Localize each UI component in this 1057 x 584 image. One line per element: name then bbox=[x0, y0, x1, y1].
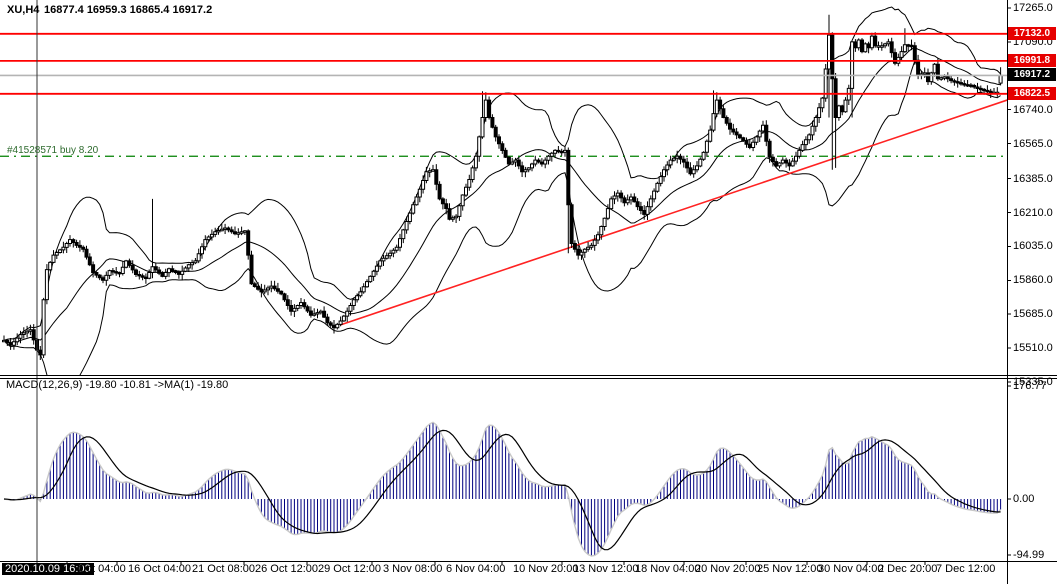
level-price-badge: 16991.8 bbox=[1008, 53, 1056, 67]
time-label: 7 Dec 12:00 bbox=[936, 563, 996, 575]
time-label: 29 Oct 12:00 bbox=[318, 563, 381, 575]
trend-line bbox=[340, 99, 1007, 326]
macd-line bbox=[3, 421, 1002, 557]
price-tick-label: 16210.0 bbox=[1013, 206, 1053, 219]
main-pane bbox=[0, 6, 1007, 375]
price-tick-label: 15335.0 bbox=[1013, 376, 1053, 388]
time-label: 3 Nov 08:00 bbox=[383, 563, 443, 575]
time-label: 20 Nov 20:00 bbox=[695, 563, 761, 575]
time-label: 6 Nov 04:00 bbox=[446, 563, 506, 575]
time-label: 25 Nov 12:00 bbox=[757, 563, 823, 575]
quote-ohlc-values: 16877.4 16959.3 16865.4 16917.2 bbox=[44, 4, 213, 16]
macd-tick-label: -94.99 bbox=[1013, 549, 1045, 561]
time-label: 16 Oct 04:00 bbox=[128, 563, 191, 575]
macd-indicator-label: MACD(12,26,9) -19.80 -10.81 ->MA(1) -19.… bbox=[6, 379, 229, 391]
macd-signal-line bbox=[3, 429, 1001, 551]
bollinger-lower-band bbox=[3, 59, 1001, 375]
time-label: Oct 04:00 bbox=[78, 563, 126, 575]
macd-pane bbox=[3, 421, 1002, 557]
price-tick-label: 16740.0 bbox=[1013, 103, 1053, 116]
price-tick-label: 16035.0 bbox=[1013, 240, 1053, 253]
bid-price-badge: 16917.2 bbox=[1008, 68, 1056, 82]
time-label: 2 Dec 20:00 bbox=[878, 563, 938, 575]
level-price-badge: 17132.0 bbox=[1008, 26, 1056, 40]
macd-histogram-bars bbox=[6, 422, 1002, 556]
macd-tick-label: 0.00 bbox=[1013, 493, 1035, 505]
time-label: 10 Nov 20:00 bbox=[513, 563, 579, 575]
price-tick-label: 15860.0 bbox=[1013, 274, 1053, 287]
order-line-label: #41528571 buy 8.20 bbox=[7, 145, 99, 156]
price-tick-label: 16385.0 bbox=[1013, 172, 1053, 185]
time-label-current: 2020.10.09 16:00 bbox=[2, 563, 94, 575]
macd-tick-label: 176.77 bbox=[1013, 380, 1047, 392]
price-tick-label: 17265.0 bbox=[1013, 2, 1053, 14]
price-tick-label: 16565.0 bbox=[1013, 137, 1053, 150]
time-label: 21 Oct 08:00 bbox=[192, 563, 255, 575]
time-label: 26 Oct 12:00 bbox=[255, 563, 318, 575]
time-label: 30 Nov 04:00 bbox=[818, 563, 884, 575]
level-price-badge: 16822.5 bbox=[1008, 86, 1056, 100]
price-tick-label: 15685.0 bbox=[1013, 308, 1053, 321]
price-tick-label: 15510.0 bbox=[1013, 342, 1053, 355]
symbol-timeframe-label: XU,H4 bbox=[7, 4, 40, 16]
time-label: 13 Nov 12:00 bbox=[573, 563, 639, 575]
bear-candles bbox=[5, 34, 993, 356]
time-label: 18 Nov 04:00 bbox=[635, 563, 701, 575]
